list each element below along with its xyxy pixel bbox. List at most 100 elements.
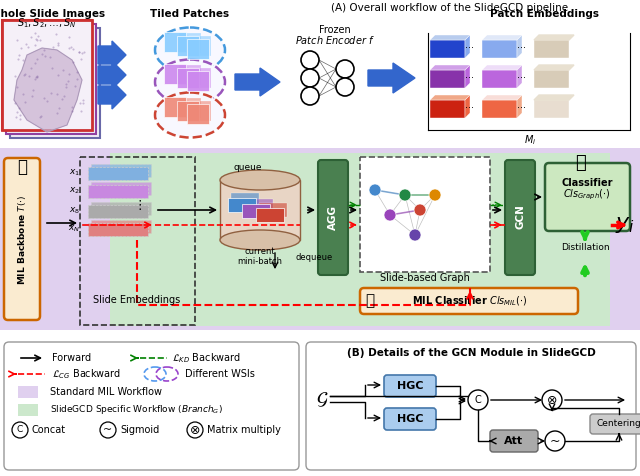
- Bar: [91, 202, 151, 215]
- Text: ⊗: ⊗: [547, 394, 557, 407]
- Text: Tiled Patches: Tiled Patches: [150, 9, 230, 19]
- Circle shape: [369, 184, 381, 196]
- Text: Slide-based Graph: Slide-based Graph: [380, 273, 470, 283]
- Bar: [482, 70, 517, 88]
- Circle shape: [12, 422, 28, 438]
- Circle shape: [399, 189, 411, 201]
- Text: mini-batch: mini-batch: [237, 257, 282, 266]
- Polygon shape: [235, 68, 280, 96]
- Text: $x_8$: $x_8$: [69, 206, 80, 216]
- Text: $\mathcal{L}_{CG}$ Backward: $\mathcal{L}_{CG}$ Backward: [52, 367, 121, 381]
- Polygon shape: [517, 65, 522, 88]
- Text: Patch Encoder $f$: Patch Encoder $f$: [295, 34, 375, 46]
- Bar: [430, 70, 465, 88]
- Circle shape: [409, 229, 421, 241]
- Text: 🔥: 🔥: [17, 158, 27, 176]
- Bar: [231, 193, 259, 207]
- Polygon shape: [482, 65, 522, 70]
- Bar: [360, 157, 490, 272]
- Bar: [164, 64, 186, 84]
- Polygon shape: [482, 95, 522, 100]
- Bar: [179, 65, 201, 85]
- Bar: [177, 36, 199, 56]
- Bar: [189, 68, 211, 88]
- Text: Frozen: Frozen: [319, 25, 351, 35]
- Text: Att: Att: [504, 436, 524, 446]
- Bar: [88, 223, 148, 236]
- Text: ···: ···: [518, 103, 527, 113]
- Bar: [245, 199, 273, 213]
- FancyBboxPatch shape: [384, 408, 436, 430]
- FancyBboxPatch shape: [590, 414, 640, 434]
- Bar: [164, 32, 186, 52]
- Text: Whole Slide Images: Whole Slide Images: [0, 9, 105, 19]
- Circle shape: [301, 87, 319, 105]
- Text: Different WSIs: Different WSIs: [185, 369, 255, 379]
- Circle shape: [301, 69, 319, 87]
- Circle shape: [429, 189, 441, 201]
- Bar: [88, 167, 148, 180]
- Text: MIL Classifier $Cls_{MIL}(\cdot)$: MIL Classifier $Cls_{MIL}(\cdot)$: [412, 294, 528, 308]
- Circle shape: [545, 431, 565, 451]
- Text: $M_i$: $M_i$: [524, 133, 536, 147]
- Bar: [0, 148, 640, 330]
- Text: ···: ···: [465, 103, 474, 113]
- Text: $x_N$: $x_N$: [68, 224, 80, 234]
- FancyBboxPatch shape: [318, 160, 348, 275]
- Bar: [220, 180, 300, 240]
- Polygon shape: [465, 65, 470, 88]
- Text: $x_1$: $x_1$: [69, 168, 80, 178]
- Bar: [430, 40, 465, 58]
- Bar: [6, 24, 96, 134]
- Text: $Cls_{Graph}(\cdot)$: $Cls_{Graph}(\cdot)$: [563, 188, 611, 202]
- Text: C: C: [17, 426, 23, 435]
- Bar: [228, 198, 256, 212]
- Bar: [534, 70, 569, 88]
- Bar: [88, 205, 148, 218]
- Bar: [534, 100, 569, 118]
- Text: queue: queue: [234, 163, 262, 172]
- FancyBboxPatch shape: [4, 158, 40, 320]
- Ellipse shape: [220, 170, 300, 190]
- Text: Centering: Centering: [596, 419, 640, 428]
- Polygon shape: [368, 63, 415, 93]
- Bar: [187, 71, 209, 91]
- Text: $y_i$: $y_i$: [615, 215, 635, 235]
- Polygon shape: [517, 95, 522, 118]
- Circle shape: [468, 390, 488, 410]
- Bar: [91, 164, 151, 177]
- FancyBboxPatch shape: [4, 342, 299, 470]
- Text: ···: ···: [465, 73, 474, 83]
- Bar: [187, 104, 209, 124]
- Text: (B) Details of the GCN Module in SlideGCD: (B) Details of the GCN Module in SlideGC…: [347, 348, 595, 358]
- Text: Distillation: Distillation: [561, 244, 609, 252]
- Ellipse shape: [155, 92, 225, 138]
- Polygon shape: [534, 35, 574, 40]
- Bar: [164, 97, 186, 117]
- Bar: [18, 404, 38, 416]
- Bar: [482, 100, 517, 118]
- Circle shape: [336, 78, 354, 96]
- Bar: [189, 36, 211, 56]
- Bar: [2, 20, 92, 130]
- Text: ~: ~: [550, 435, 560, 447]
- Polygon shape: [98, 41, 126, 69]
- Polygon shape: [14, 48, 82, 132]
- Bar: [179, 33, 201, 53]
- Bar: [88, 185, 148, 198]
- Circle shape: [301, 51, 319, 69]
- Bar: [482, 40, 517, 58]
- Ellipse shape: [220, 230, 300, 250]
- Text: $\mathcal{L}_{KD}$ Backward: $\mathcal{L}_{KD}$ Backward: [172, 351, 241, 365]
- Bar: [430, 100, 465, 118]
- Circle shape: [187, 422, 203, 438]
- Text: HGC: HGC: [397, 381, 423, 391]
- Bar: [534, 40, 569, 58]
- Text: $x_2$: $x_2$: [69, 186, 80, 196]
- Text: MIL Backbone $T(\cdot)$: MIL Backbone $T(\cdot)$: [16, 195, 28, 285]
- Text: Sigmoid: Sigmoid: [120, 425, 159, 435]
- Bar: [80, 157, 195, 325]
- Ellipse shape: [155, 60, 225, 105]
- Text: ···: ···: [518, 43, 527, 53]
- Polygon shape: [534, 65, 574, 70]
